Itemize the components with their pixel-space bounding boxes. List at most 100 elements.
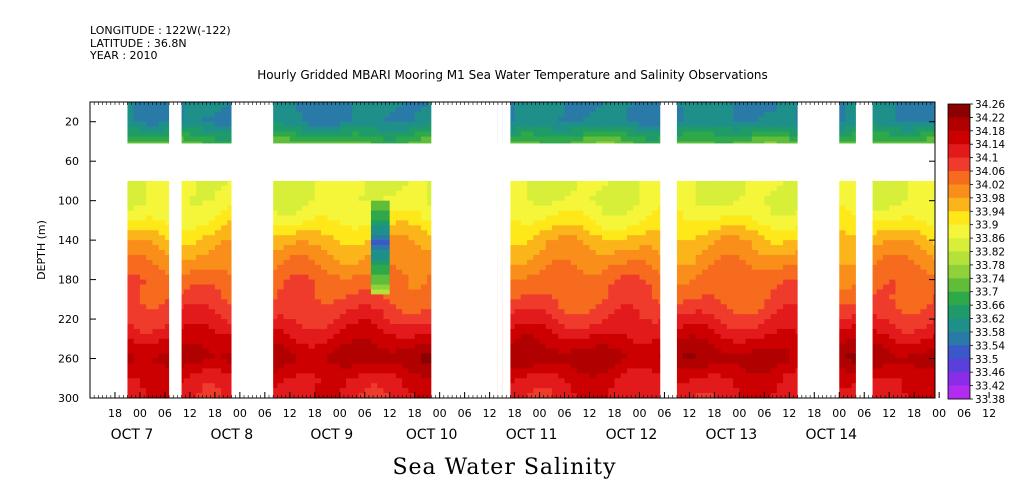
heatmap-cell [564, 131, 572, 138]
heatmap-cell [189, 343, 197, 350]
heatmap-cell [308, 215, 316, 221]
heatmap-cell [595, 388, 603, 394]
heatmap-cell [583, 319, 591, 325]
heatmap-cell [196, 190, 203, 197]
heatmap-cell [402, 358, 410, 365]
heatmap-cell [339, 210, 347, 217]
heatmap-cell [358, 240, 366, 246]
heatmap-cell [152, 205, 160, 212]
heatmap-cell [408, 309, 416, 315]
heatmap-cell [333, 309, 341, 315]
heatmap-cell [383, 279, 391, 286]
heatmap-cell [333, 324, 341, 330]
heatmap-cell [164, 190, 172, 197]
heatmap-cell [164, 388, 172, 394]
heatmap-cell [364, 338, 372, 345]
heatmap-cell [583, 368, 591, 374]
heatmap-cell [277, 102, 285, 108]
heatmap-cell [370, 185, 378, 192]
heatmap-cell [352, 264, 360, 271]
heatmap-cell [321, 250, 328, 256]
heatmap-cell [545, 210, 553, 217]
heatmap-cell [570, 328, 578, 335]
heatmap-cell [139, 314, 147, 320]
heatmap-cell [227, 195, 235, 202]
heatmap-cell [227, 190, 235, 197]
heatmap-cell [377, 383, 385, 389]
heatmap-cell [589, 333, 597, 340]
heatmap-cell [564, 121, 572, 128]
heatmap-cell [545, 294, 553, 300]
heatmap-cell [389, 254, 397, 261]
heatmap-cell [333, 116, 341, 123]
heatmap-cell [508, 205, 516, 212]
heatmap-cell [383, 250, 391, 256]
heatmap-cell [277, 225, 285, 231]
heatmap-cell [358, 106, 366, 113]
heatmap-cell [602, 185, 609, 192]
heatmap-cell [321, 190, 328, 197]
heatmap-cell [589, 190, 597, 197]
heatmap-cell [577, 215, 584, 221]
heatmap-cell [327, 121, 335, 128]
heatmap-cell [277, 200, 285, 207]
heatmap-cell [333, 393, 341, 398]
heatmap-cell [395, 274, 403, 281]
heatmap-cell [283, 353, 291, 360]
heatmap-cell [602, 220, 609, 226]
heatmap-cell [271, 304, 278, 310]
heatmap-cell [402, 210, 410, 217]
heatmap-cell [202, 136, 210, 143]
heatmap-cell [383, 210, 391, 217]
heatmap-cell [420, 348, 428, 355]
heatmap-cell [395, 338, 403, 345]
heatmap-cell [227, 368, 235, 374]
heatmap-cell [127, 383, 135, 389]
heatmap-cell [533, 195, 541, 202]
heatmap-cell [208, 264, 216, 271]
heatmap-cell [202, 309, 210, 315]
heatmap-cell [146, 240, 154, 246]
heatmap-cell [221, 358, 228, 365]
heatmap-cell [164, 210, 172, 217]
heatmap-cell [539, 388, 547, 394]
heatmap-cell [527, 343, 534, 350]
heatmap-cell [139, 324, 147, 330]
heatmap-cell [127, 324, 135, 330]
heatmap-cell [564, 269, 572, 276]
heatmap-cell [183, 368, 191, 374]
heatmap-cell [227, 225, 235, 231]
heatmap-cell [539, 225, 547, 231]
heatmap-cell [158, 358, 166, 365]
heatmap-cell [183, 116, 191, 123]
heatmap-cell [395, 269, 403, 276]
heatmap-cell [346, 121, 353, 128]
heatmap-cell [539, 358, 547, 365]
heatmap-cell [339, 328, 347, 335]
heatmap-cell [527, 180, 534, 187]
heatmap-cell [321, 220, 328, 226]
heatmap-cell [321, 393, 328, 398]
heatmap-cell [296, 358, 303, 365]
heatmap-cell [514, 254, 522, 261]
heatmap-cell [589, 269, 597, 276]
heatmap-cell [314, 195, 322, 202]
heatmap-cell [289, 378, 297, 384]
heatmap-cell [570, 333, 578, 340]
heatmap-cell [552, 106, 559, 113]
heatmap-cell [589, 254, 597, 261]
heatmap-cell [289, 353, 297, 360]
heatmap-cell [139, 254, 147, 261]
heatmap-cell [346, 333, 353, 340]
heatmap-cell [221, 240, 228, 246]
heatmap-cell [595, 250, 603, 256]
heatmap-cell [339, 393, 347, 398]
heatmap-cell [520, 230, 528, 236]
heatmap-cell [364, 393, 372, 398]
heatmap-cell [164, 304, 172, 310]
heatmap-cell [189, 210, 197, 217]
heatmap-cell [277, 304, 285, 310]
heatmap-cell [283, 180, 291, 187]
heatmap-cell [314, 225, 322, 231]
heatmap-cell [570, 111, 578, 118]
